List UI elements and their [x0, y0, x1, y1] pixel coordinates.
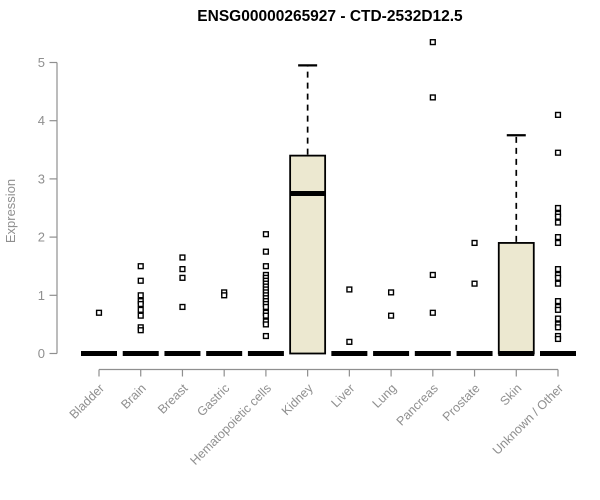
- outlier-point: [554, 213, 562, 220]
- outlier-point: [554, 111, 562, 118]
- x-tick-label: Liver: [328, 381, 357, 410]
- y-tick-label: 5: [38, 55, 45, 70]
- y-tick-label: 2: [38, 230, 45, 245]
- outlier-point: [554, 315, 562, 322]
- outlier-point: [137, 312, 144, 319]
- x-tick-label: Lung: [370, 381, 400, 411]
- x-tick-label: Kidney: [279, 381, 316, 418]
- outlier-point: [262, 321, 270, 328]
- box: [289, 154, 327, 355]
- outlier-point: [262, 263, 270, 270]
- outlier-point: [179, 254, 186, 261]
- x-tick-label: Brain: [118, 381, 149, 412]
- outlier-point: [471, 239, 478, 247]
- outlier-point: [387, 289, 395, 296]
- outlier-point: [554, 239, 562, 247]
- outlier-point: [221, 292, 228, 299]
- outlier-point: [346, 286, 353, 293]
- outlier-point: [429, 94, 436, 101]
- outlier-point: [262, 332, 270, 340]
- outlier-point: [554, 335, 562, 343]
- outlier-point: [554, 233, 562, 241]
- outlier-point: [95, 309, 103, 316]
- outlier-point: [137, 292, 144, 299]
- outlier-point: [554, 219, 562, 226]
- outlier-point: [429, 271, 436, 279]
- chart-title: ENSG00000265927 - CTD-2532D12.5: [197, 8, 463, 25]
- outlier-point: [262, 312, 270, 319]
- y-tick-label: 0: [38, 346, 45, 361]
- outlier-point: [387, 312, 395, 319]
- outlier-point: [137, 277, 144, 284]
- outlier-point: [137, 263, 144, 270]
- y-axis-title: Expression: [3, 179, 18, 243]
- outlier-point: [137, 300, 144, 308]
- outlier-point: [554, 298, 562, 305]
- x-tick-label: Skin: [497, 381, 524, 408]
- outlier-point: [471, 280, 478, 287]
- outlier-point: [429, 39, 436, 46]
- outlier-point: [554, 280, 562, 287]
- x-tick-label: Prostate: [440, 381, 483, 424]
- outlier-point: [554, 324, 562, 331]
- outlier-point: [262, 248, 270, 255]
- x-tick-label: Unknown / Other: [490, 381, 566, 457]
- outlier-point: [429, 309, 436, 316]
- y-tick-label: 4: [38, 113, 45, 128]
- outlier-point: [137, 327, 144, 334]
- outlier-point: [554, 306, 562, 313]
- outlier-point: [554, 149, 562, 156]
- outlier-point: [179, 274, 186, 281]
- y-tick-label: 3: [38, 171, 45, 186]
- x-tick-label: Gastric: [194, 381, 232, 419]
- x-tick-label: Pancreas: [394, 381, 441, 428]
- outlier-point: [262, 231, 270, 238]
- box: [497, 242, 535, 355]
- outlier-point: [346, 338, 353, 345]
- outlier-point: [554, 274, 562, 281]
- outlier-point: [179, 266, 186, 273]
- outlier-point: [262, 303, 270, 311]
- outlier-point: [137, 306, 144, 313]
- outlier-point: [554, 204, 562, 212]
- x-tick-label: Breast: [155, 381, 191, 417]
- x-tick-label: Bladder: [67, 381, 107, 421]
- outlier-point: [554, 266, 562, 273]
- outlier-point: [179, 303, 186, 311]
- x-tick-label: Hematopoietic cells: [187, 381, 274, 468]
- y-tick-label: 1: [38, 288, 45, 303]
